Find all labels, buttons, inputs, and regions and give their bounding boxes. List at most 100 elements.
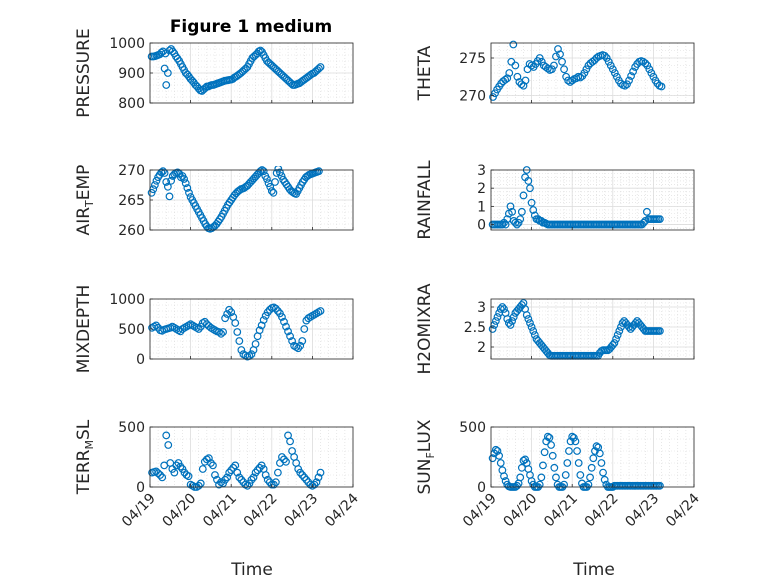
data-point [612, 335, 620, 343]
data-point [649, 72, 658, 81]
y-tick-label: 270 [459, 89, 486, 105]
data-point [508, 207, 517, 216]
data-point [592, 442, 601, 451]
axes-air-temp: 260 265 270 AIRTEMP [74, 163, 354, 239]
y-tick-label: 2 [477, 181, 486, 197]
data-point [296, 468, 305, 477]
data-series [489, 40, 666, 101]
data-point [223, 310, 232, 318]
data-point [582, 65, 591, 74]
data-point [154, 469, 163, 478]
data-point [204, 454, 213, 463]
data-series [148, 431, 325, 491]
data-point [527, 198, 536, 207]
axes-box [149, 426, 354, 488]
data-point [215, 328, 223, 336]
data-point [506, 321, 515, 329]
data-point [643, 207, 651, 216]
data-point [655, 481, 664, 490]
y-axis-label: PRESSURE [74, 28, 94, 117]
data-point [535, 54, 544, 62]
axes-h2omixra: 2 2.5 3 H2OMIXRA [415, 283, 695, 375]
data-point [223, 473, 232, 482]
data-point [227, 308, 236, 317]
x-tick-label: 04/19 [119, 491, 159, 531]
data-point [158, 473, 167, 482]
data-point [615, 327, 624, 335]
data-point [625, 76, 633, 85]
data-point [608, 341, 617, 349]
data-point [589, 454, 598, 463]
data-point [524, 177, 533, 185]
data-point [300, 473, 309, 482]
data-point [498, 303, 507, 311]
x-tick-label: 04/22 [241, 491, 281, 531]
x-tick-label: 04/22 [582, 491, 622, 531]
data-point [209, 461, 217, 470]
data-point [521, 455, 530, 464]
y-tick-label: 500 [118, 420, 145, 436]
data-point [247, 350, 256, 359]
axes-box [490, 42, 695, 104]
data-point [539, 461, 547, 470]
axes-pressure: 800 900 1000 PRESSURE [74, 28, 354, 118]
data-point [180, 175, 189, 183]
data-point [273, 468, 282, 477]
data-point [599, 468, 607, 477]
data-point [584, 480, 593, 489]
axes-mixdepth: 0 500 1000 MIXDEPTH [74, 285, 354, 374]
data-point [491, 445, 500, 454]
y-axis-label: MIXDEPTH [74, 285, 94, 374]
axes-box [490, 169, 695, 231]
data-point [571, 437, 580, 446]
data-point [164, 441, 173, 449]
y-tick-label: 1000 [109, 36, 145, 52]
x-tick-label: 04/21 [200, 491, 240, 531]
data-point [657, 82, 666, 91]
data-point [298, 471, 307, 479]
data-point [263, 308, 272, 317]
axes-rainfall: 0 1 2 3 RAINFALL [415, 160, 695, 240]
data-point [565, 447, 573, 455]
data-point [529, 206, 538, 214]
data-point [496, 459, 505, 467]
data-point [282, 457, 290, 466]
data-point [618, 319, 627, 327]
data-point [540, 448, 549, 457]
data-point [269, 188, 278, 197]
data-point [183, 184, 192, 192]
data-point [556, 50, 564, 59]
y-axis-label-part: TERR [74, 449, 94, 495]
data-point [545, 433, 554, 442]
data-point [629, 67, 637, 76]
data-point [229, 463, 238, 472]
y-axis-label-part: THETA [415, 45, 435, 101]
data-point [150, 181, 159, 189]
data-point [576, 471, 585, 479]
data-point [498, 220, 507, 229]
data-point [639, 218, 648, 227]
data-point [625, 323, 633, 331]
data-point [157, 168, 166, 177]
y-axis-label: THETA [415, 45, 435, 101]
x-axis-label-left: Time [230, 560, 273, 580]
data-point [316, 468, 325, 477]
y-tick-label: 1 [477, 199, 486, 215]
data-point [655, 215, 664, 223]
data-point [516, 473, 525, 482]
data-point [237, 346, 246, 354]
data-point [312, 478, 321, 487]
data-point [310, 480, 319, 489]
data-point [560, 65, 568, 74]
data-point [514, 218, 523, 227]
y-axis-label-part: EMP [74, 165, 94, 201]
data-point [595, 449, 604, 458]
y-tick-label: 275 [459, 51, 486, 67]
x-tick-label: 04/20 [160, 491, 200, 531]
data-point [522, 311, 531, 319]
y-axis-label-part: AIR [74, 207, 94, 236]
data-point [493, 447, 502, 455]
data-point [255, 326, 264, 335]
data-point [225, 305, 234, 314]
data-point [569, 433, 578, 442]
